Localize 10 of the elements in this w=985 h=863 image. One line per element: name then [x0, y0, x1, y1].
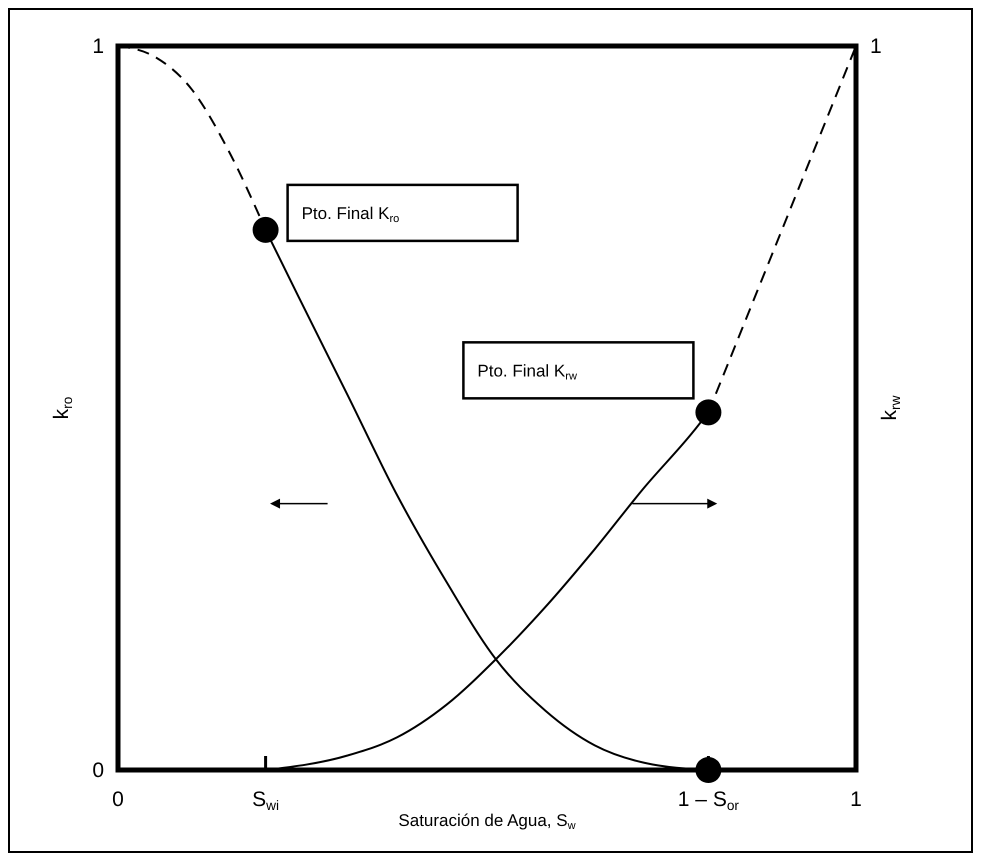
annotation: 1: [870, 35, 882, 58]
annotation: Pto. Final K$_{ro}$: [302, 204, 400, 226]
x-axis-title: Saturación de Agua, S$_{w}$: [398, 811, 576, 832]
point: [695, 399, 722, 426]
x-tick-label: 0: [112, 788, 124, 811]
annotation: Pto. Final K$_{rw}$: [477, 361, 577, 383]
point: [252, 216, 279, 243]
x-tick-label: S$_{wi}$: [252, 788, 280, 814]
x-tick-label: 1 – S$_{or}$: [678, 788, 740, 814]
x-tick-label: 1: [850, 788, 862, 811]
